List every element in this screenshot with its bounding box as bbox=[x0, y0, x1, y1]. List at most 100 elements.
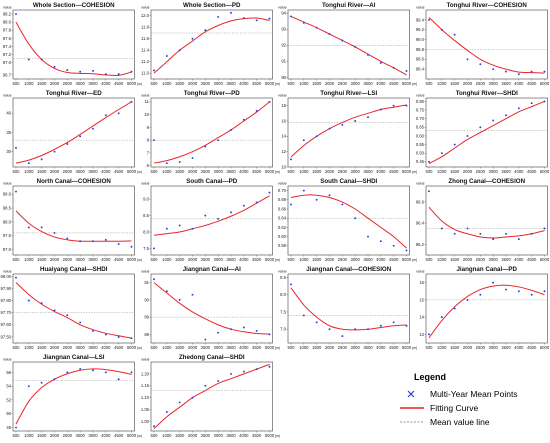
x-tick-label: 5000 bbox=[402, 169, 412, 174]
plot-frame bbox=[425, 97, 548, 168]
mean-point bbox=[290, 15, 292, 18]
x-tick-label: 1000 bbox=[162, 169, 172, 174]
mean-point bbox=[268, 100, 270, 103]
x-tick-label: 3500 bbox=[88, 257, 98, 262]
y-tick-label: 96.4 bbox=[415, 221, 424, 226]
legend-item-curve: Fitting Curve bbox=[398, 402, 548, 414]
y-tick-label: 93 bbox=[281, 27, 286, 32]
x-tick-label: 4500 bbox=[527, 169, 537, 174]
mean-point bbox=[130, 337, 133, 340]
y-tick-label: 18 bbox=[281, 103, 286, 108]
x-tick-label: 2500 bbox=[63, 81, 73, 86]
y-tick-label: 98.8 bbox=[415, 47, 424, 52]
y-tick-label: 0.55 bbox=[415, 142, 424, 147]
x-tick-label: 4500 bbox=[114, 169, 124, 174]
mean-point bbox=[453, 33, 456, 36]
x-tick-label: 4000 bbox=[101, 169, 111, 174]
y-tick-label: 8.0 bbox=[280, 292, 286, 297]
x-tick-label: 3500 bbox=[226, 169, 236, 174]
y-tick-label: 6 bbox=[146, 163, 149, 168]
y-tick-label: 0.60 bbox=[415, 133, 424, 138]
y-tick-label: 98.6 bbox=[415, 57, 424, 62]
y-tick-label: 98.5 bbox=[3, 205, 12, 210]
mean-point bbox=[290, 203, 292, 206]
chart-title: Whole Section—COHESION bbox=[33, 2, 115, 9]
x-tick-label: 5000 bbox=[127, 81, 137, 86]
x-tick-label: 5000 bbox=[264, 169, 274, 174]
x-tick-label: 2000 bbox=[50, 433, 60, 438]
y-tick-label: 14 bbox=[281, 134, 286, 139]
x-tick-label: 2000 bbox=[50, 169, 60, 174]
x-tick-label: 4500 bbox=[252, 81, 262, 86]
y-tick-label: 56 bbox=[6, 370, 11, 375]
y-axis-name: value bbox=[3, 6, 12, 10]
x-tick-label: 1000 bbox=[299, 257, 309, 262]
x-tick-label: 500 bbox=[288, 345, 296, 350]
mean-point bbox=[27, 385, 30, 388]
mean-point bbox=[491, 281, 494, 284]
y-tick-label: 96.2 bbox=[415, 242, 424, 247]
x-tick-label: 3000 bbox=[351, 81, 361, 86]
mean-point bbox=[229, 328, 232, 331]
mean-point bbox=[504, 114, 507, 117]
x-tick-label: 2000 bbox=[50, 81, 60, 86]
mean-point bbox=[478, 293, 481, 296]
mean-point bbox=[354, 328, 357, 331]
chart-svg: Jiangnan Canal—AI value 88 89 90 91 500 1000 150… bbox=[141, 266, 280, 350]
y-tick-label: 98.00 bbox=[1, 274, 12, 279]
mean-point bbox=[27, 58, 30, 61]
y-axis-name: value bbox=[141, 94, 150, 98]
x-tick-label: 3000 bbox=[76, 257, 86, 262]
mean-point bbox=[165, 55, 168, 57]
y-tick-label: 0.75 bbox=[415, 107, 424, 112]
x-axis-unit: (m) bbox=[412, 346, 417, 350]
y-axis-name: value bbox=[141, 358, 150, 362]
y-tick-label: 0.45 bbox=[415, 159, 424, 164]
mean-point bbox=[152, 247, 155, 250]
mean-point bbox=[379, 108, 382, 111]
x-tick-label: 5000 bbox=[539, 345, 549, 350]
x-tick-label: 3500 bbox=[88, 433, 98, 438]
mean-point bbox=[165, 227, 168, 230]
mean-point bbox=[53, 378, 56, 381]
chart-panel: South Canal—PD value 7.5 8.0 8.5 9.0 500 1000 15… bbox=[138, 176, 280, 264]
y-tick-label: 35 bbox=[6, 130, 11, 135]
y-tick-label: 99.4 bbox=[415, 17, 424, 22]
x-tick-label: 500 bbox=[13, 345, 21, 350]
mean-point bbox=[229, 372, 232, 375]
y-tick-label: 91 bbox=[144, 280, 149, 285]
chart-panel: Jiangnan Canal—COHESION value 7.0 7.5 8.0 8.5… bbox=[275, 264, 417, 352]
x-tick-label: 5000 bbox=[402, 257, 412, 262]
x-tick-label: 3000 bbox=[488, 169, 498, 174]
plot-frame bbox=[425, 185, 548, 256]
x-tick-label: 5000 bbox=[402, 81, 412, 86]
y-axis-name: value bbox=[278, 182, 287, 186]
x-tick-label: 1000 bbox=[437, 345, 447, 350]
chart-svg: Whole Section—COHESION value 96.7 97.0 97.2 9… bbox=[3, 2, 142, 86]
y-tick-label: 97.60 bbox=[1, 322, 12, 327]
x-tick-label: 4000 bbox=[101, 81, 111, 86]
y-tick-label: 0.80 bbox=[415, 99, 424, 104]
y-axis-name: value bbox=[416, 94, 425, 98]
mean-point bbox=[66, 314, 69, 317]
y-tick-label: 13 bbox=[419, 332, 424, 337]
y-tick-label: 94 bbox=[281, 11, 286, 16]
x-tick-label: 2500 bbox=[200, 169, 210, 174]
mean-point bbox=[165, 162, 168, 165]
chart-title: Tonghui River—ED bbox=[46, 90, 102, 97]
mean-point bbox=[328, 328, 331, 331]
x-tick-label: 4000 bbox=[101, 345, 111, 350]
x-tick-label: 1500 bbox=[450, 169, 460, 174]
x-tick-label: 3500 bbox=[501, 345, 511, 350]
x-tick-label: 3500 bbox=[363, 169, 373, 174]
mean-point bbox=[242, 118, 245, 121]
mean-point bbox=[328, 127, 331, 130]
x-tick-label: 3000 bbox=[488, 81, 498, 86]
mean-point bbox=[440, 227, 443, 230]
mean-point bbox=[53, 150, 56, 153]
mean-point bbox=[392, 66, 395, 69]
y-tick-label: 11.0 bbox=[141, 71, 150, 76]
mean-point bbox=[255, 329, 258, 332]
x-tick-label: 4500 bbox=[527, 345, 537, 350]
plot-frame bbox=[12, 9, 135, 80]
